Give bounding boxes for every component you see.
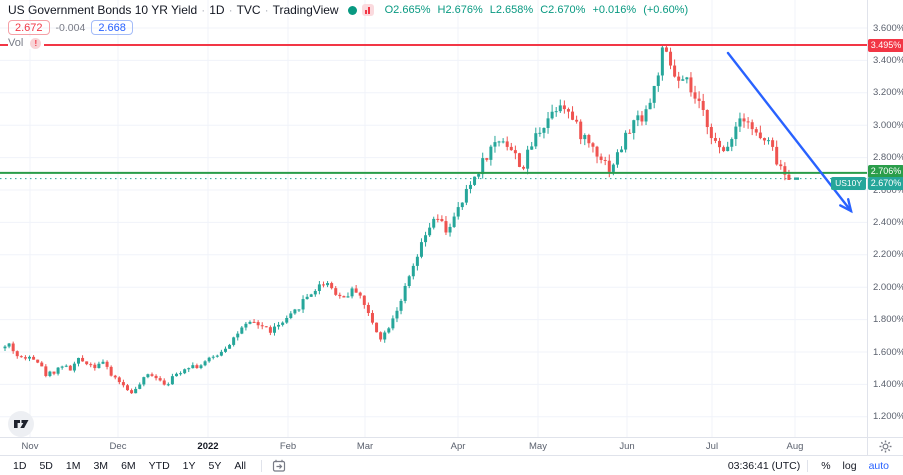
separator: · [264,3,269,17]
low-value: L2.658% [489,4,534,16]
price-axis-label: 2.600% [873,184,903,196]
price-axis-label: 2.000% [873,281,903,293]
price-axis-label: 3.600% [873,22,903,34]
price-level-badge: 2.706% [868,164,903,178]
range-button-1y[interactable]: 1Y [178,459,201,473]
time-axis-label: May [529,441,547,452]
range-buttons: 1D 5D 1M 3M 6M YTD 1Y 5Y All [8,459,286,473]
open-value: O2.665% [384,4,431,16]
brand-label: TradingView [272,3,339,17]
market-alert-icon[interactable] [361,4,374,16]
gear-icon [879,440,892,453]
time-axis-label: Nov [21,441,39,452]
candles-layer [3,44,791,394]
time-axis[interactable]: Nov Dec 2022 Feb Mar Apr May Jun Jul Aug [0,438,867,455]
axis-settings-button[interactable] [879,440,892,453]
time-axis-label: Mar [356,441,374,452]
chart-area: US Government Bonds 10 YR Yield · 1D · T… [0,0,867,437]
volume-alert-icon[interactable]: ! [30,37,42,49]
range-button-5y[interactable]: 5Y [204,459,227,473]
trend-arrow [726,51,853,214]
price-axis-label: 2.400% [873,216,903,228]
price-chart[interactable] [0,0,867,437]
auto-scale-button[interactable]: auto [863,459,895,473]
price-axis-label: 3.400% [873,54,903,66]
separator: · [228,3,233,17]
price-line-marker [794,177,799,180]
bid-price-button[interactable]: 2.672 [8,20,50,35]
range-button-6m[interactable]: 6M [116,459,141,473]
time-axis-label: Apr [450,441,466,452]
log-scale-button[interactable]: log [837,459,863,473]
time-axis-label: Feb [279,441,297,452]
range-button-all[interactable]: All [229,459,251,473]
go-to-date-button[interactable] [272,459,286,472]
price-axis-label: 1.600% [873,346,903,358]
time-axis-label: 2022 [197,441,219,452]
interval-label[interactable]: 1D [209,3,225,17]
range-button-1m[interactable]: 1M [61,459,86,473]
chart-legend: US Government Bonds 10 YR Yield · 1D · T… [8,3,688,17]
separator: · [201,3,206,17]
ask-price-button[interactable]: 2.668 [91,20,133,35]
calendar-icon [272,459,286,472]
high-value: H2.676% [437,4,483,16]
price-level-badge: 3.495% [868,38,903,52]
price-level-badge: 2.670% [868,177,903,190]
price-axis-label: 2.200% [873,249,903,261]
time-axis-label: Jun [619,441,635,452]
bottom-toolbar: 1D 5D 1M 3M 6M YTD 1Y 5Y All 03:36:41 (UTC) % lo… [0,455,903,475]
close-value: C2.670% [540,4,586,16]
tradingview-watermark-icon [8,411,34,437]
scale-controls: 03:36:41 (UTC) % log auto [728,459,895,473]
volume-legend: Vol ! [8,37,45,49]
bid-ask-row: 2.672 -0.004 2.668 [8,20,133,35]
change-percent-value: (+0.60%) [643,4,689,16]
range-button-ytd[interactable]: YTD [144,459,175,473]
volume-label[interactable]: Vol [8,37,24,49]
price-axis-label: 3.000% [873,119,903,131]
clock-display[interactable]: 03:36:41 (UTC) [727,459,801,472]
symbol-title[interactable]: US Government Bonds 10 YR Yield [8,3,198,17]
range-button-3m[interactable]: 3M [88,459,113,473]
ohlc-values: O2.665% H2.676% L2.658% C2.670% +0.016% … [385,4,689,16]
toolbar-divider [261,459,263,472]
spread-value: -0.004 [55,21,86,34]
price-axis-label: 1.400% [873,378,903,390]
time-axis-label: Jul [705,441,719,452]
symbol-price-label: US10Y [831,177,866,190]
range-button-1d[interactable]: 1D [8,459,31,473]
axis-corner [867,438,903,455]
exchange-label: TVC [236,3,261,17]
price-axis-label: 3.200% [873,87,903,99]
price-axis[interactable]: 3.600% 3.400% 3.200% 3.000% 2.800% 2.600% 2.40… [867,0,903,437]
range-button-5d[interactable]: 5D [34,459,57,473]
percent-scale-button[interactable]: % [815,459,836,473]
time-axis-label: Aug [786,441,804,452]
change-value: +0.016% [592,4,637,16]
price-axis-label: 1.800% [873,314,903,326]
price-axis-label: 1.200% [873,411,903,423]
market-status-icon[interactable] [347,5,357,15]
toolbar-divider [807,459,809,472]
price-axis-label: 2.800% [873,152,903,164]
time-axis-label: Dec [109,441,127,452]
